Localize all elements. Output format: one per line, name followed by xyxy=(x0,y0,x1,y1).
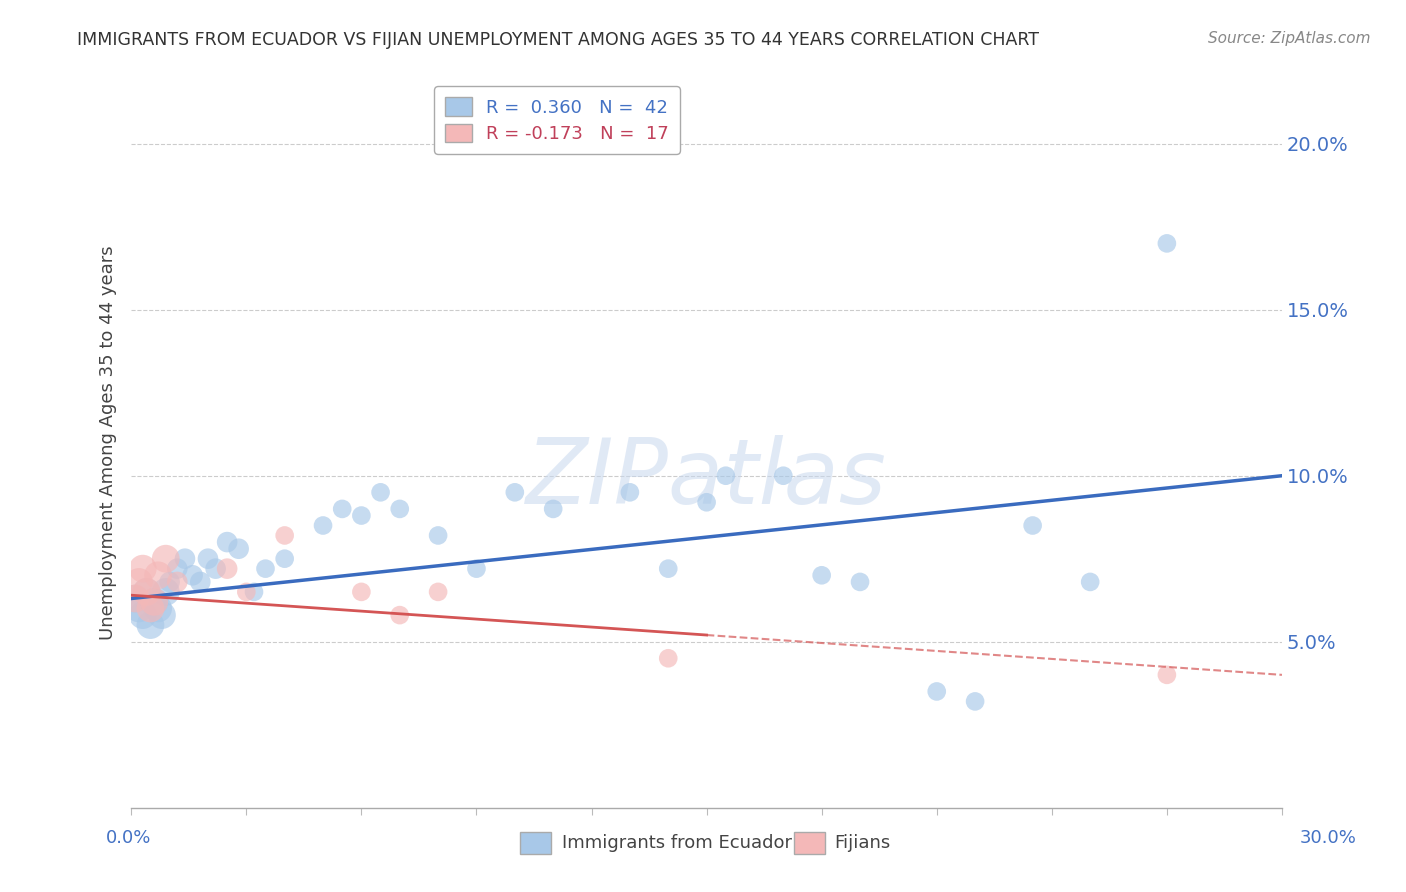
Point xyxy=(714,468,737,483)
Point xyxy=(810,568,832,582)
Point xyxy=(143,595,166,609)
Point xyxy=(541,502,564,516)
Point xyxy=(273,551,295,566)
Point xyxy=(243,585,266,599)
Point xyxy=(155,585,177,599)
Point xyxy=(146,601,169,615)
Point xyxy=(696,495,718,509)
Y-axis label: Unemployment Among Ages 35 to 44 years: Unemployment Among Ages 35 to 44 years xyxy=(100,245,117,640)
Point xyxy=(388,608,411,623)
Point xyxy=(849,574,872,589)
Point xyxy=(128,574,150,589)
Point xyxy=(427,585,450,599)
Point xyxy=(388,502,411,516)
Point xyxy=(128,601,150,615)
Point xyxy=(197,551,219,566)
Text: Source: ZipAtlas.com: Source: ZipAtlas.com xyxy=(1208,31,1371,46)
Point xyxy=(235,585,257,599)
Point xyxy=(465,561,488,575)
Point xyxy=(143,595,166,609)
Point xyxy=(217,561,239,575)
Text: Fijians: Fijians xyxy=(834,834,890,852)
Point xyxy=(124,591,146,606)
Point xyxy=(772,468,794,483)
Point xyxy=(228,541,250,556)
Point xyxy=(174,551,197,566)
Point xyxy=(254,561,277,575)
Point xyxy=(150,608,173,623)
Point xyxy=(1156,668,1178,682)
Point xyxy=(503,485,526,500)
Point xyxy=(132,561,155,575)
Point xyxy=(217,535,239,549)
Point xyxy=(273,528,295,542)
Point xyxy=(132,608,155,623)
Point xyxy=(166,574,188,589)
Text: Immigrants from Ecuador: Immigrants from Ecuador xyxy=(562,834,793,852)
Point xyxy=(1156,236,1178,251)
Legend: R =  0.360   N =  42, R = -0.173   N =  17: R = 0.360 N = 42, R = -0.173 N = 17 xyxy=(434,87,681,154)
Text: ZIPatlas: ZIPatlas xyxy=(526,435,887,523)
Text: IMMIGRANTS FROM ECUADOR VS FIJIAN UNEMPLOYMENT AMONG AGES 35 TO 44 YEARS CORRELA: IMMIGRANTS FROM ECUADOR VS FIJIAN UNEMPL… xyxy=(77,31,1039,49)
Point xyxy=(925,684,948,698)
Text: 30.0%: 30.0% xyxy=(1301,830,1357,847)
Point xyxy=(181,568,204,582)
Point xyxy=(312,518,335,533)
Point xyxy=(139,618,162,632)
Point xyxy=(135,585,157,599)
Point xyxy=(657,651,679,665)
Point xyxy=(427,528,450,542)
Point xyxy=(350,508,373,523)
Point xyxy=(139,601,162,615)
Point xyxy=(155,551,177,566)
Point xyxy=(135,585,157,599)
Point xyxy=(1078,574,1101,589)
Point xyxy=(188,574,211,589)
Point xyxy=(166,561,188,575)
Point xyxy=(159,574,181,589)
Point xyxy=(370,485,392,500)
Point xyxy=(1021,518,1043,533)
Point xyxy=(657,561,679,575)
Point xyxy=(619,485,641,500)
Point xyxy=(330,502,353,516)
Point xyxy=(146,568,169,582)
Point xyxy=(350,585,373,599)
Point xyxy=(965,694,987,708)
Point xyxy=(204,561,226,575)
Text: 0.0%: 0.0% xyxy=(105,830,150,847)
Point xyxy=(124,591,146,606)
